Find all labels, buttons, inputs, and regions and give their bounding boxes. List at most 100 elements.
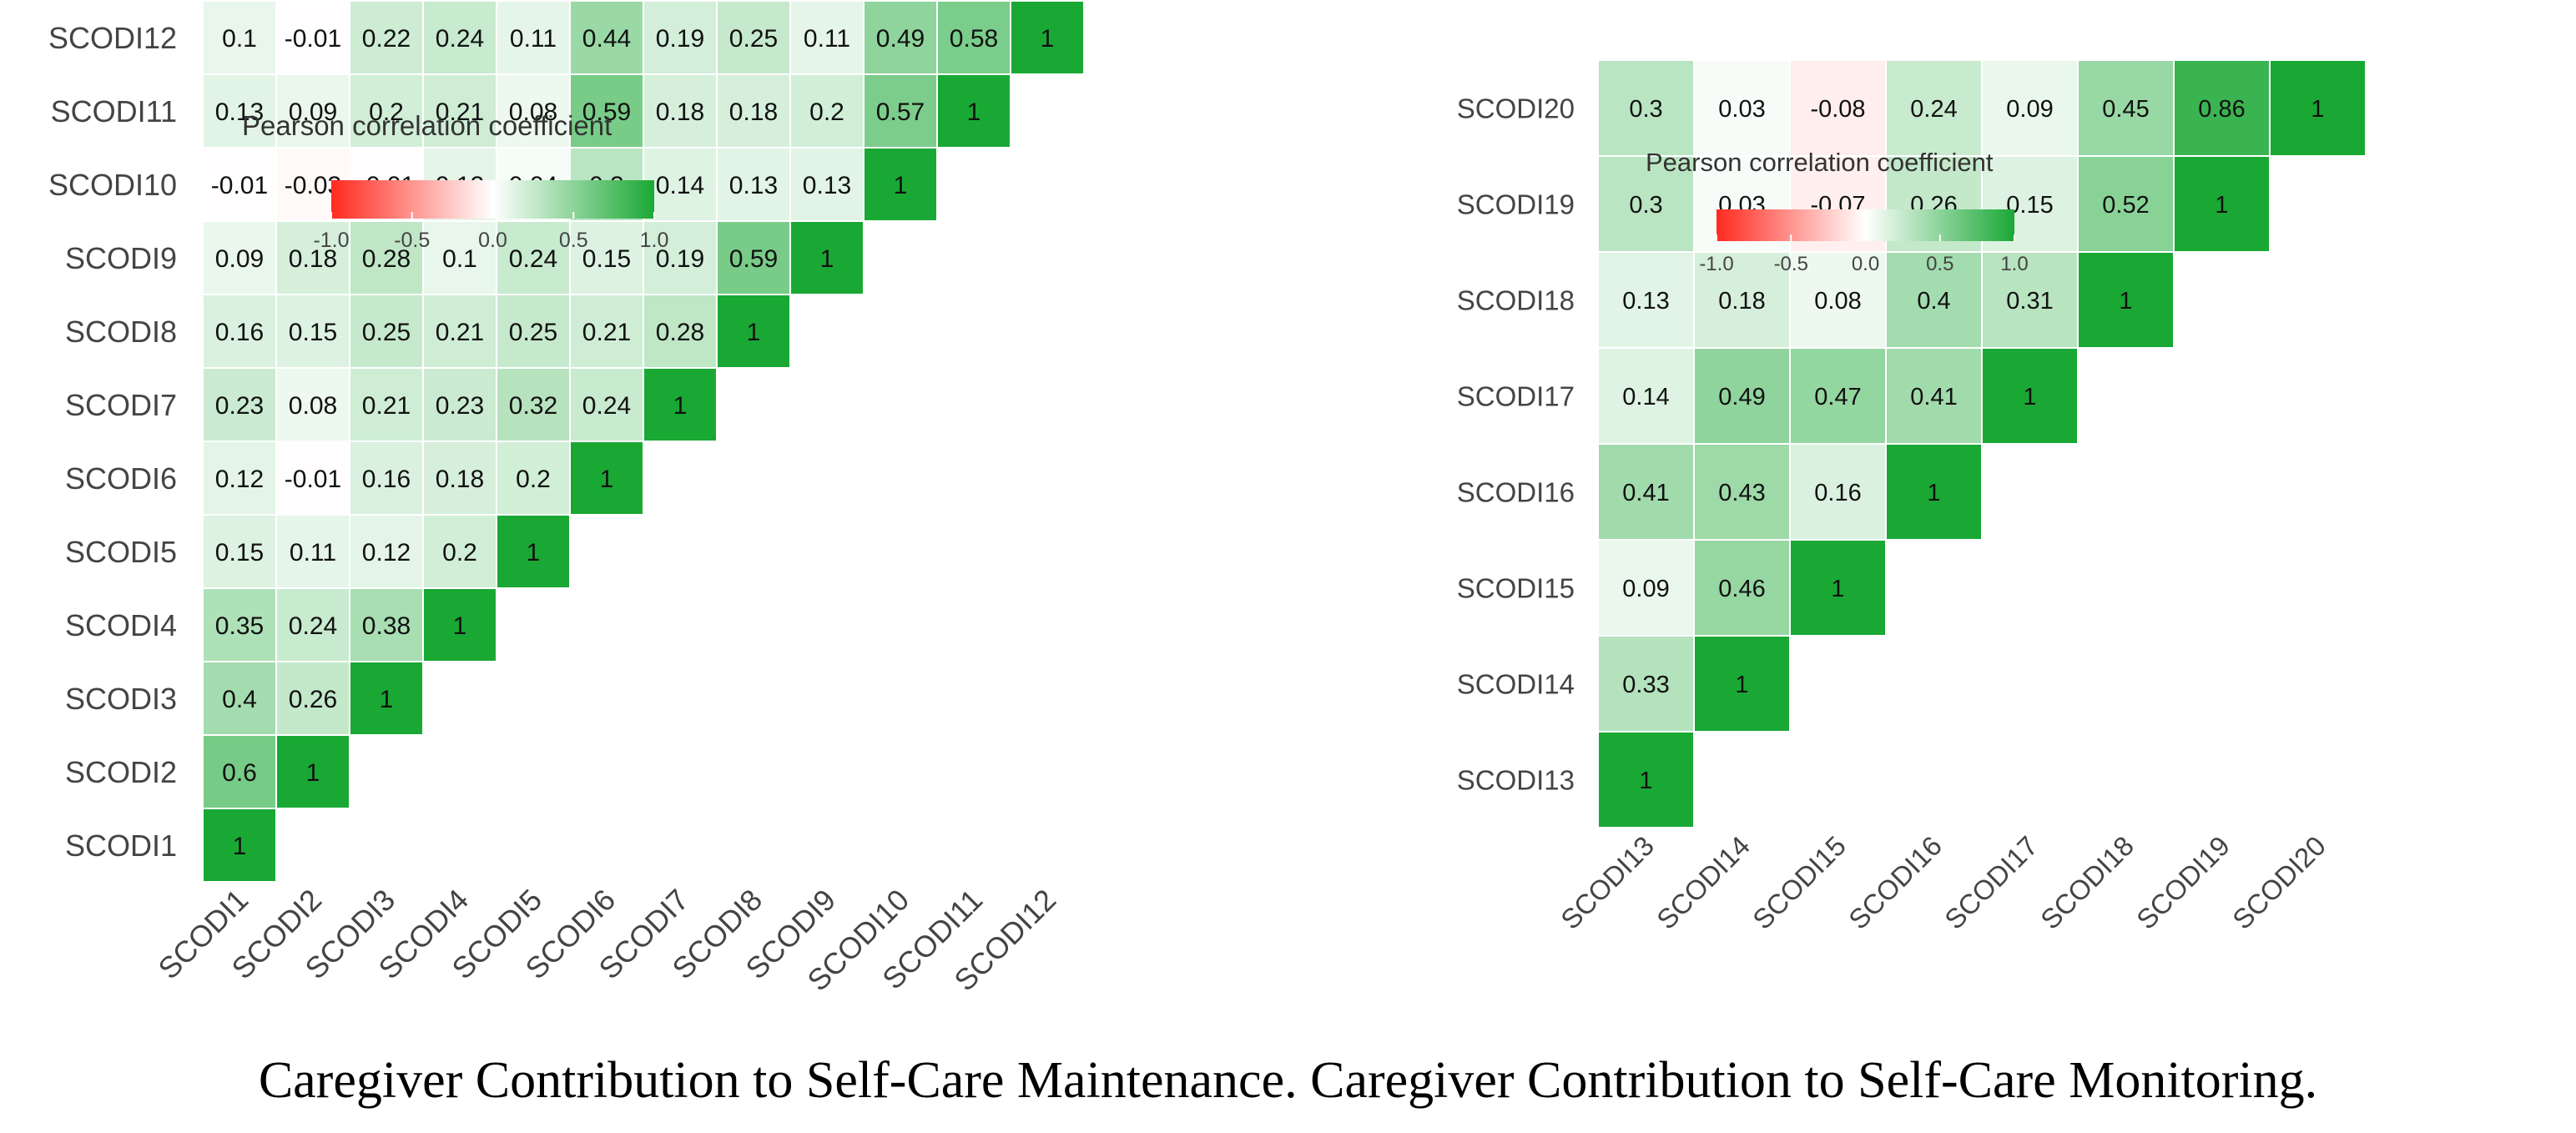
cell-value: 0.58 [950,25,998,53]
cell-scodi8-scodi1 [202,294,277,369]
cell-scodi18-scodi14 [1693,251,1791,349]
cell-value: 0.03 [1718,96,1765,123]
cell-value: 0.13 [215,98,264,126]
cell-scodi11-scodi5 [496,73,571,149]
cell-value: 0.19 [656,25,704,53]
cell-value: 0.23 [436,392,484,420]
cell-value: 0.59 [729,245,778,273]
cell-scodi7-scodi2 [275,367,350,442]
cell-scodi18-scodi16 [1885,251,1983,349]
cell-scodi3-scodi3 [349,661,424,736]
cell-value: 1 [1927,480,1940,506]
cell-value: 0.18 [436,466,484,493]
legend-tick-label: 0.5 [1926,253,1953,275]
cell-value: 0.21 [436,319,484,346]
cell-scodi18-scodi17 [1981,251,2079,349]
cell-value: 0.12 [215,466,264,493]
cell-scodi13-scodi13 [1597,731,1695,828]
cell-value: 1 [2119,288,2132,315]
legend-tick-label: 1.0 [640,229,669,252]
cell-value: 0.41 [1910,384,1957,410]
y-tick-label: SCODI10 [48,168,177,202]
heatmap-left: 10.6 10.4 0.26 10.35 0.24 0.38 10.15 0.11 0.12 0.… [48,0,1085,998]
cell-value: 0.4 [222,686,257,713]
cell-scodi10-scodi9 [789,147,865,222]
cell-value: 0.21 [436,98,484,126]
y-tick-label: SCODI17 [1457,380,1575,411]
cell-scodi9-scodi7 [643,220,718,295]
cell-scodi9-scodi9 [789,220,865,295]
cell-scodi17-scodi13 [1597,347,1695,445]
cell-value: 0.24 [436,25,484,53]
x-tick-label: SCODI18 [2034,830,2140,935]
cell-scodi11-scodi11 [936,73,1011,149]
cell-value: 0.11 [290,539,336,566]
cell-value: 0.4 [1917,288,1950,315]
cell-scodi7-scodi4 [422,367,497,442]
cell-scodi19-scodi19 [2173,155,2271,253]
legend-title: Pearson correlation coefficient [242,110,612,141]
cell-scodi20-scodi16 [1885,59,1983,157]
cell-value: 0.21 [362,392,411,420]
x-tick-label: SCODI15 [1747,830,1852,935]
y-tick-label: SCODI19 [1457,189,1575,219]
cell-scodi16-scodi15 [1789,443,1887,541]
x-tick-label: SCODI13 [1555,830,1660,935]
cell-value: 1 [2023,384,2036,410]
cell-value: 0.3 [1629,192,1662,219]
cell-scodi12-scodi11 [936,0,1011,75]
cell-scodi12-scodi12 [1010,0,1085,75]
cell-scodi11-scodi7 [643,73,718,149]
cell-value: 0.13 [729,172,778,199]
cell-scodi9-scodi3 [349,220,424,295]
cell-scodi20-scodi17 [1981,59,2079,157]
cell-value: 0.28 [362,245,411,273]
cell-scodi4-scodi1 [202,587,277,662]
cell-value: 0.22 [362,25,411,53]
cell-scodi5-scodi2 [275,514,350,589]
cell-scodi12-scodi6 [569,0,644,75]
cell-scodi8-scodi6 [569,294,644,369]
cell-value: 0.24 [582,392,631,420]
legend-title: Pearson correlation coefficient [1646,148,1994,177]
cell-scodi6-scodi2 [275,441,350,516]
cell-value: 0.43 [1718,480,1765,506]
cell-value: 0.26 [289,686,337,713]
y-tick-label: SCODI2 [65,755,177,789]
cell-value: 0.86 [2198,96,2245,123]
cell-scodi3-scodi2 [275,661,350,736]
y-tick-label: SCODI8 [65,315,177,349]
cell-scodi11-scodi6 [569,73,644,149]
cell-scodi17-scodi16 [1885,347,1983,445]
cell-value: 1 [1735,672,1748,698]
cell-value: 0.2 [369,98,404,126]
cell-scodi1-scodi1 [202,808,277,883]
cell-value: 0.41 [1622,480,1669,506]
cell-value: 0.49 [876,25,925,53]
cell-scodi18-scodi13 [1597,251,1695,349]
legend-tick-label: -0.5 [394,229,430,252]
y-tick-label: SCODI20 [1457,93,1575,123]
cell-value: 1 [2215,192,2228,219]
cell-value: 0.18 [1718,288,1765,315]
cell-scodi9-scodi2 [275,220,350,295]
cell-scodi5-scodi3 [349,514,424,589]
cell-value: 0.09 [289,98,337,126]
cell-scodi4-scodi2 [275,587,350,662]
cell-value: 1 [747,319,761,346]
x-tick-label: SCODI20 [2226,830,2332,935]
legend: Pearson correlation coefficient -1.0 -0.5 0… [242,110,668,252]
cell-value: 0.47 [1814,384,1861,410]
cell-value: 0.25 [509,319,557,346]
cell-value: 1 [380,686,394,713]
cell-scodi20-scodi20 [2269,59,2367,157]
cell-value: 1 [2311,96,2324,123]
cell-value: 0.24 [289,612,337,640]
cell-value: 0.15 [215,539,264,566]
cell-value: 0.16 [215,319,264,346]
cell-value: 0.59 [582,98,631,126]
cell-value: 0.49 [1718,384,1765,410]
cell-value: 1 [820,245,834,273]
cell-scodi20-scodi15 [1789,59,1887,157]
